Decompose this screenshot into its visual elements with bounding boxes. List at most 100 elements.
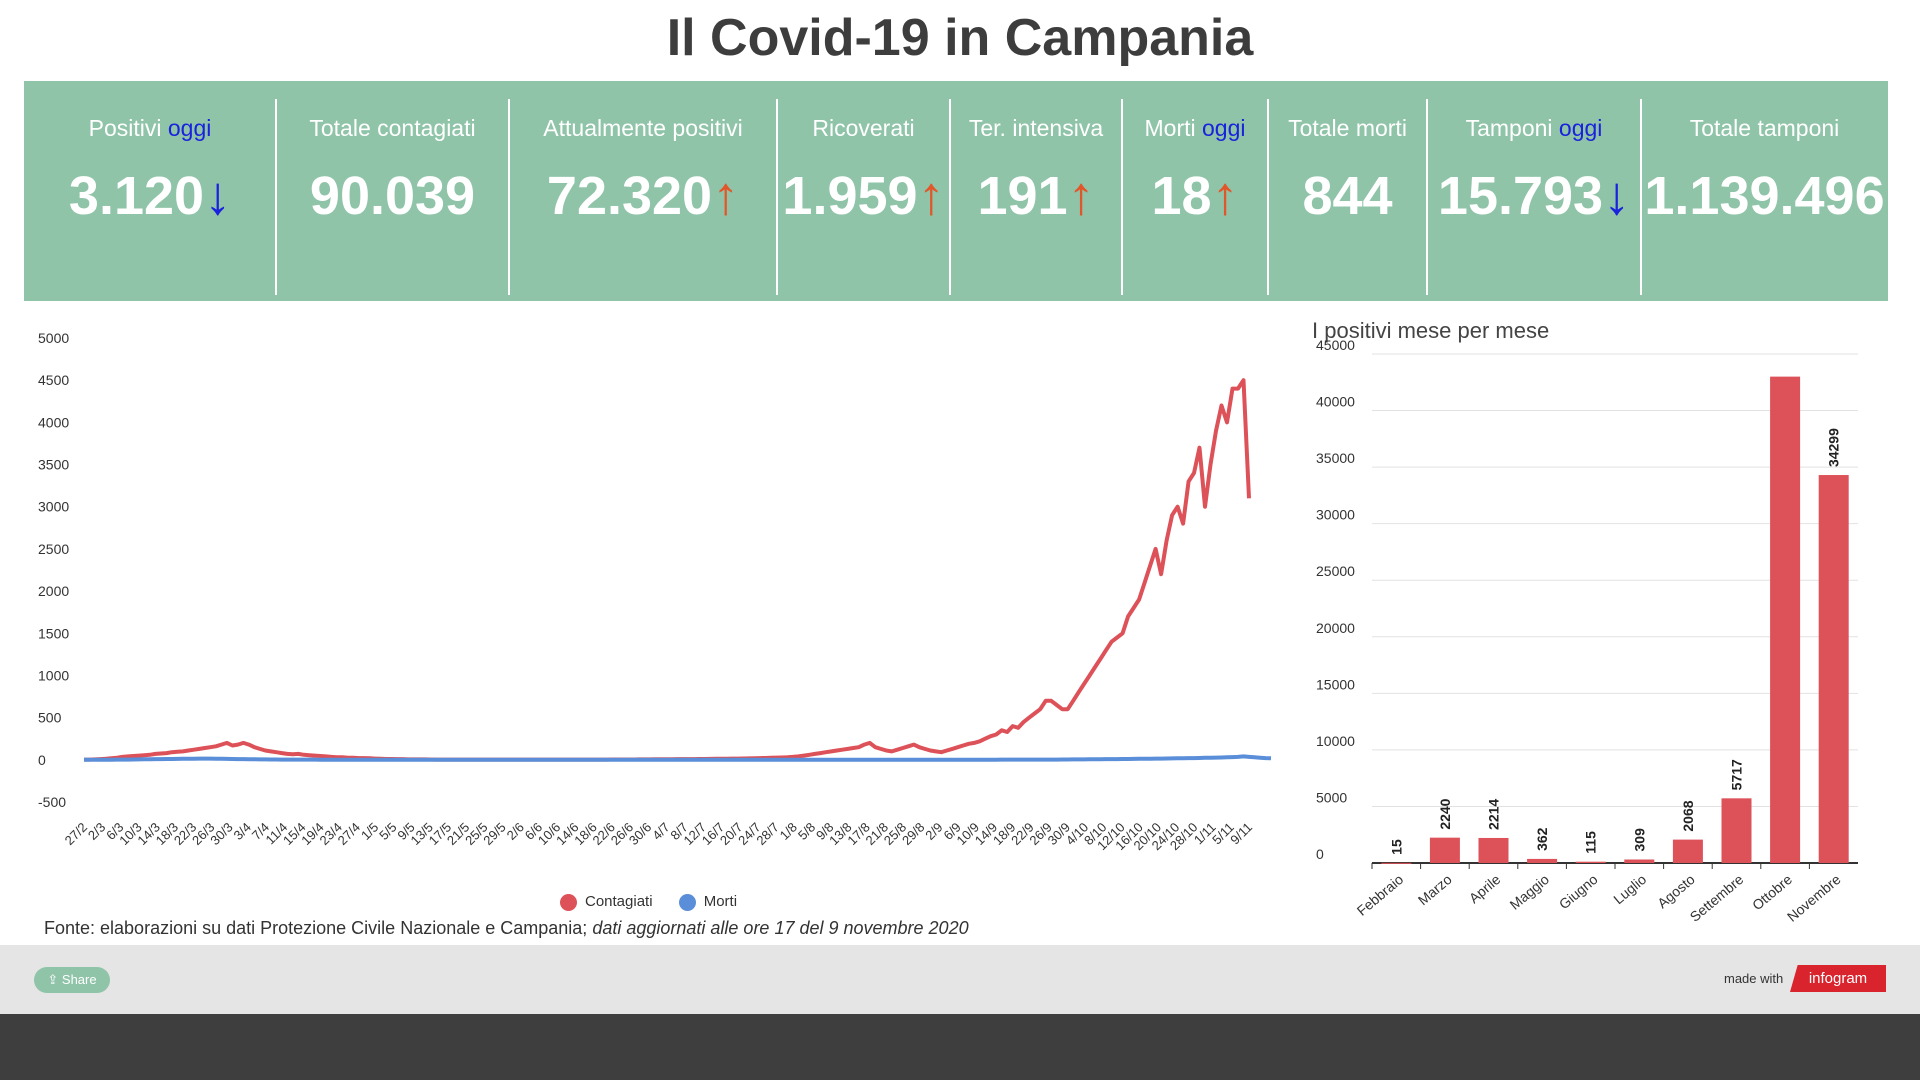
y-tick-label: 0 [38, 752, 46, 768]
stat-label-highlight: oggi [1558, 115, 1603, 141]
stat-value-number: 15.793 [1437, 166, 1604, 226]
stat-value-number: 191 [977, 166, 1068, 226]
bar-febbraio [1381, 862, 1412, 864]
stat-label: Morti oggi [1122, 115, 1268, 142]
y-tick-label: 30000 [1316, 507, 1355, 523]
legend-contagiati-dot [560, 893, 577, 911]
stat-value-number: 1.959 [782, 166, 918, 226]
stat-label: Totale tamponi [1641, 115, 1888, 142]
bottom-bar [0, 1014, 1920, 1080]
stat-value-number: 90.039 [309, 166, 476, 226]
stat-value: 18↑ [1122, 165, 1268, 227]
stat-value: 15.793↓ [1427, 165, 1641, 227]
y-tick-label: 3500 [38, 457, 69, 473]
stat-label-text: Tamponi [1465, 115, 1553, 141]
infogram-logo[interactable]: infogram [1790, 965, 1886, 992]
share-icon: ⇪ [47, 972, 62, 987]
bar-settembre [1721, 798, 1752, 863]
legend-contagiati-label: Contagiati [585, 893, 653, 910]
arrow-down-icon: ↓ [204, 166, 232, 226]
y-tick-label: 5000 [1316, 789, 1347, 805]
series-line-contagiati [84, 378, 1251, 762]
bar-data-label: 2214 [1486, 799, 1502, 830]
x-category-label: Settembre [1687, 871, 1747, 925]
source-note: Fonte: elaborazioni su dati Protezione C… [44, 918, 969, 939]
bar-data-label: 5717 [1729, 759, 1745, 790]
stat-divider [275, 99, 277, 295]
y-tick-label: 20000 [1316, 620, 1355, 636]
stat-card: Tamponi oggi 15.793↓ [1427, 81, 1641, 301]
stat-divider [949, 99, 951, 295]
y-tick-label: 1500 [38, 625, 69, 641]
bar-data-label: 34299 [1826, 428, 1842, 467]
bar-marzo [1429, 837, 1460, 863]
x-category-label: Aprile [1466, 871, 1504, 906]
y-tick-label: 4000 [38, 414, 69, 430]
x-category-label: Febbraio [1354, 871, 1407, 919]
stat-value: 1.959↑ [777, 165, 950, 227]
stat-value-number: 1.139.496 [1644, 166, 1885, 226]
x-tick-label: 9/11 [1227, 820, 1255, 848]
y-tick-label: -500 [38, 794, 66, 810]
arrow-up-icon: ↑ [712, 166, 740, 226]
bar-data-label: 2068 [1680, 800, 1696, 831]
arrow-up-icon: ↑ [917, 166, 945, 226]
stat-label: Positivi oggi [24, 115, 276, 142]
stat-value: 1.139.496 [1641, 165, 1888, 227]
arrow-up-icon: ↑ [1211, 166, 1239, 226]
stat-card: Positivi oggi 3.120↓ [24, 81, 276, 301]
y-tick-label: 15000 [1316, 676, 1355, 692]
stat-value: 90.039 [276, 165, 509, 227]
y-tick-label: 1000 [38, 667, 69, 683]
stat-value: 72.320↑ [509, 165, 777, 227]
stat-label-text: Ter. intensiva [968, 115, 1104, 141]
bar-luglio [1624, 859, 1655, 863]
y-tick-label: 2000 [38, 583, 69, 599]
y-tick-label: 2500 [38, 541, 69, 557]
legend-item-contagiati[interactable]: Contagiati [560, 893, 653, 911]
x-category-label: Marzo [1415, 871, 1455, 908]
stat-divider [1426, 99, 1428, 295]
stat-label: Attualmente positivi [509, 115, 777, 142]
daily-line-chart: 5000450040003500300025002000150010005000… [38, 330, 1272, 853]
stat-label-highlight: oggi [167, 115, 212, 141]
bar-novembre [1818, 475, 1849, 863]
y-tick-label: 25000 [1316, 563, 1355, 579]
bar-agosto [1672, 839, 1703, 863]
stat-value-number: 18 [1151, 166, 1212, 226]
stat-value-number: 72.320 [546, 166, 713, 226]
stat-card: Attualmente positivi 72.320↑ [509, 81, 777, 301]
y-tick-label: 40000 [1316, 394, 1355, 410]
stat-label-text: Attualmente positivi [543, 115, 743, 141]
x-category-label: Agosto [1654, 871, 1698, 911]
y-tick-label: 4500 [38, 372, 69, 388]
chart-legend: Contagiati Morti [560, 893, 759, 911]
stat-value: 3.120↓ [24, 165, 276, 227]
source-text: Fonte: elaborazioni su dati Protezione C… [44, 918, 588, 938]
stat-label-highlight: oggi [1202, 115, 1246, 141]
stat-card: Ter. intensiva 191↑ [950, 81, 1122, 301]
stat-label-text: Totale contagiati [309, 115, 476, 141]
stat-divider [1640, 99, 1642, 295]
y-tick-label: 35000 [1316, 450, 1355, 466]
series-line-morti [84, 754, 1272, 762]
stat-card: Morti oggi 18↑ [1122, 81, 1268, 301]
bar-ottobre [1770, 376, 1801, 863]
stat-label: Totale morti [1268, 115, 1427, 142]
stat-card: Totale contagiati 90.039 [276, 81, 509, 301]
bar-data-label: 15 [1388, 839, 1404, 855]
share-button[interactable]: ⇪ Share [34, 967, 110, 993]
x-category-label: Luglio [1610, 871, 1649, 907]
stat-label: Tamponi oggi [1427, 115, 1641, 142]
share-label: Share [61, 972, 97, 987]
stat-divider [776, 99, 778, 295]
legend-item-morti[interactable]: Morti [678, 893, 737, 911]
stat-divider [1121, 99, 1123, 295]
y-tick-label: 10000 [1316, 733, 1355, 749]
arrow-up-icon: ↑ [1067, 166, 1095, 226]
stat-label-text: Positivi [88, 115, 162, 141]
stat-label-text: Ricoverati [812, 115, 915, 141]
stat-label: Totale contagiati [276, 115, 509, 142]
x-category-label: Novembre [1784, 871, 1844, 925]
